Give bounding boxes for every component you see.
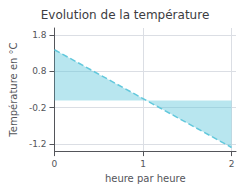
svg-text:1.8: 1.8	[32, 30, 47, 40]
svg-text:0.8: 0.8	[32, 66, 47, 76]
svg-text:Evolution de la température: Evolution de la température	[41, 8, 210, 22]
svg-text:1: 1	[140, 159, 146, 169]
svg-text:-0.2: -0.2	[29, 103, 47, 113]
svg-text:0: 0	[52, 159, 58, 169]
svg-text:Température en °C: Température en °C	[8, 42, 19, 137]
svg-text:2: 2	[229, 159, 235, 169]
svg-text:heure par heure: heure par heure	[105, 173, 186, 184]
svg-text:-1.2: -1.2	[29, 139, 47, 149]
